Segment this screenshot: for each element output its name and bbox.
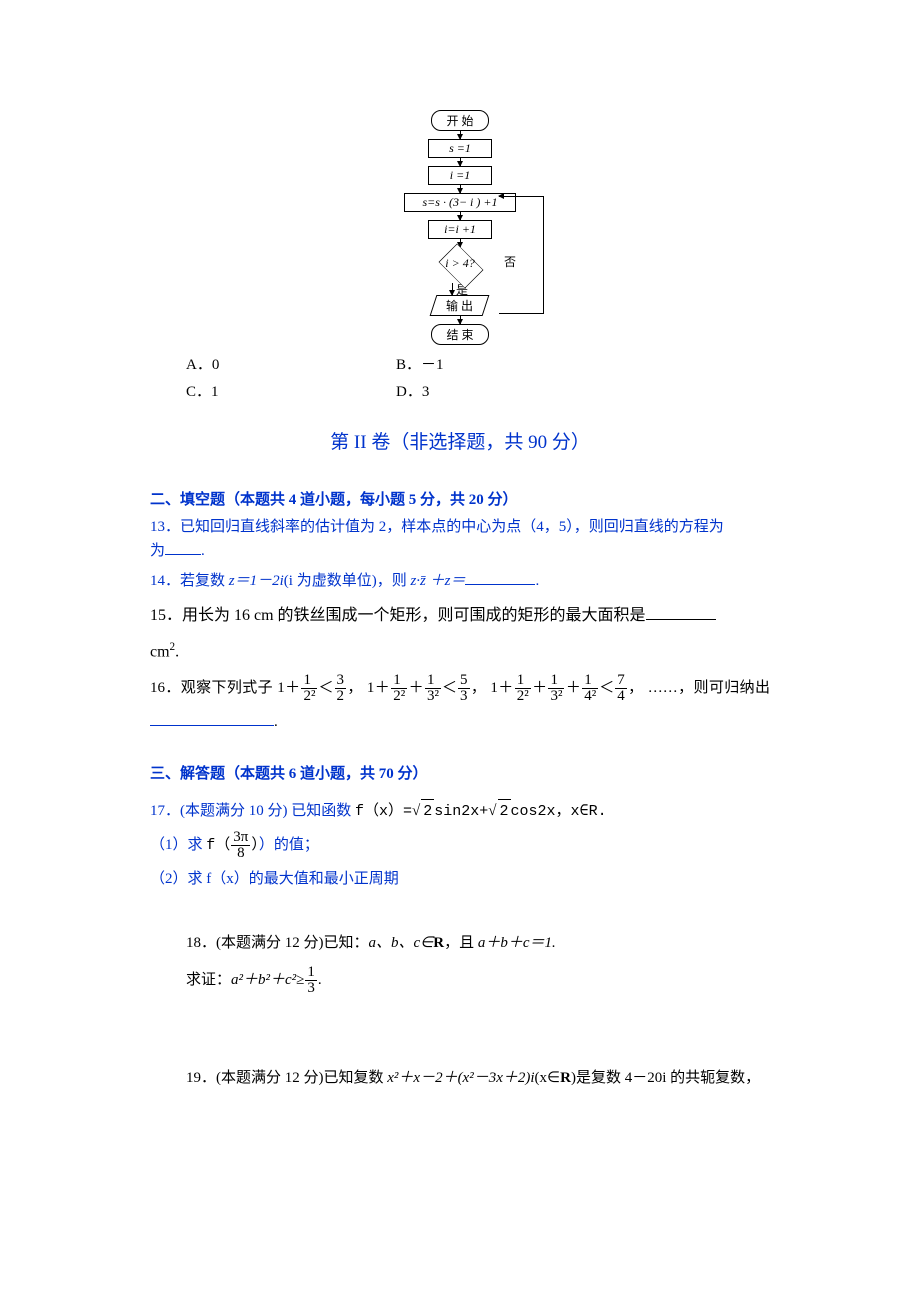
fc-start: 开 始 bbox=[431, 110, 488, 131]
q17: 17．(本题满分 10 分) 已知函数 f（x）=2sin2x+2cos2x，x… bbox=[150, 799, 770, 824]
fc-step1: s =1 bbox=[428, 139, 492, 158]
mc-options-row2: C．1 D．3 bbox=[186, 380, 770, 401]
section-2-title: 第 II 卷（非选择题，共 90 分） bbox=[150, 427, 770, 454]
option-C: C．1 bbox=[186, 380, 396, 401]
q18-prove: 求证：a²＋b²＋c²≥13. bbox=[186, 965, 770, 996]
q17-2: （2）求 f（x）的最大值和最小正周期 bbox=[150, 867, 770, 891]
q16-blank: . bbox=[150, 710, 770, 734]
q17-1: （1）求 f（3π8））的值； bbox=[150, 830, 770, 861]
flowchart: 开 始 s =1 i =1 s=s · (3− i ) +1 i=i +1 i … bbox=[395, 110, 525, 345]
fc-end: 结 束 bbox=[431, 324, 488, 345]
q15: 15．用长为 16 cm 的铁丝围成一个矩形，则可围成的矩形的最大面积是 bbox=[150, 603, 770, 629]
option-A: A．0 bbox=[186, 353, 396, 374]
fill-in-heading: 二、填空题（本题共 4 道小题，每小题 5 分，共 20 分） bbox=[150, 488, 770, 509]
q18: 18．(本题满分 12 分)已知：a、b、c∈R，且 a＋b＋c＝1. bbox=[186, 931, 770, 955]
fc-output: 输 出 bbox=[430, 295, 490, 316]
fc-decision: i > 4? 否 bbox=[424, 247, 496, 283]
option-D: D．3 bbox=[396, 380, 606, 401]
fc-step4: i=i +1 bbox=[428, 220, 492, 239]
q15-unit: cm2. bbox=[150, 639, 770, 665]
fc-no-label: 否 bbox=[504, 253, 516, 270]
q16: 16．观察下列式子 1＋12²＜32， 1＋12²＋13²＜53， 1＋12²＋… bbox=[150, 673, 770, 704]
q14: 14．若复数 z＝1－2i(i 为虚数单位)，则 z·z̄ ＋z＝. bbox=[150, 569, 770, 593]
q19: 19．(本题满分 12 分)已知复数 x²＋x－2＋(x²－3x＋2)i(x∈R… bbox=[186, 1066, 770, 1090]
mc-options-row1: A．0 B．－1 bbox=[186, 353, 770, 374]
q13: 13．已知回归直线斜率的估计值为 2，样本点的中心为点（4，5），则回归直线的方… bbox=[150, 515, 770, 563]
solve-heading: 三、解答题（本题共 6 道小题，共 70 分） bbox=[150, 762, 770, 783]
option-B: B．－1 bbox=[396, 353, 606, 374]
fc-step2: i =1 bbox=[428, 166, 492, 185]
